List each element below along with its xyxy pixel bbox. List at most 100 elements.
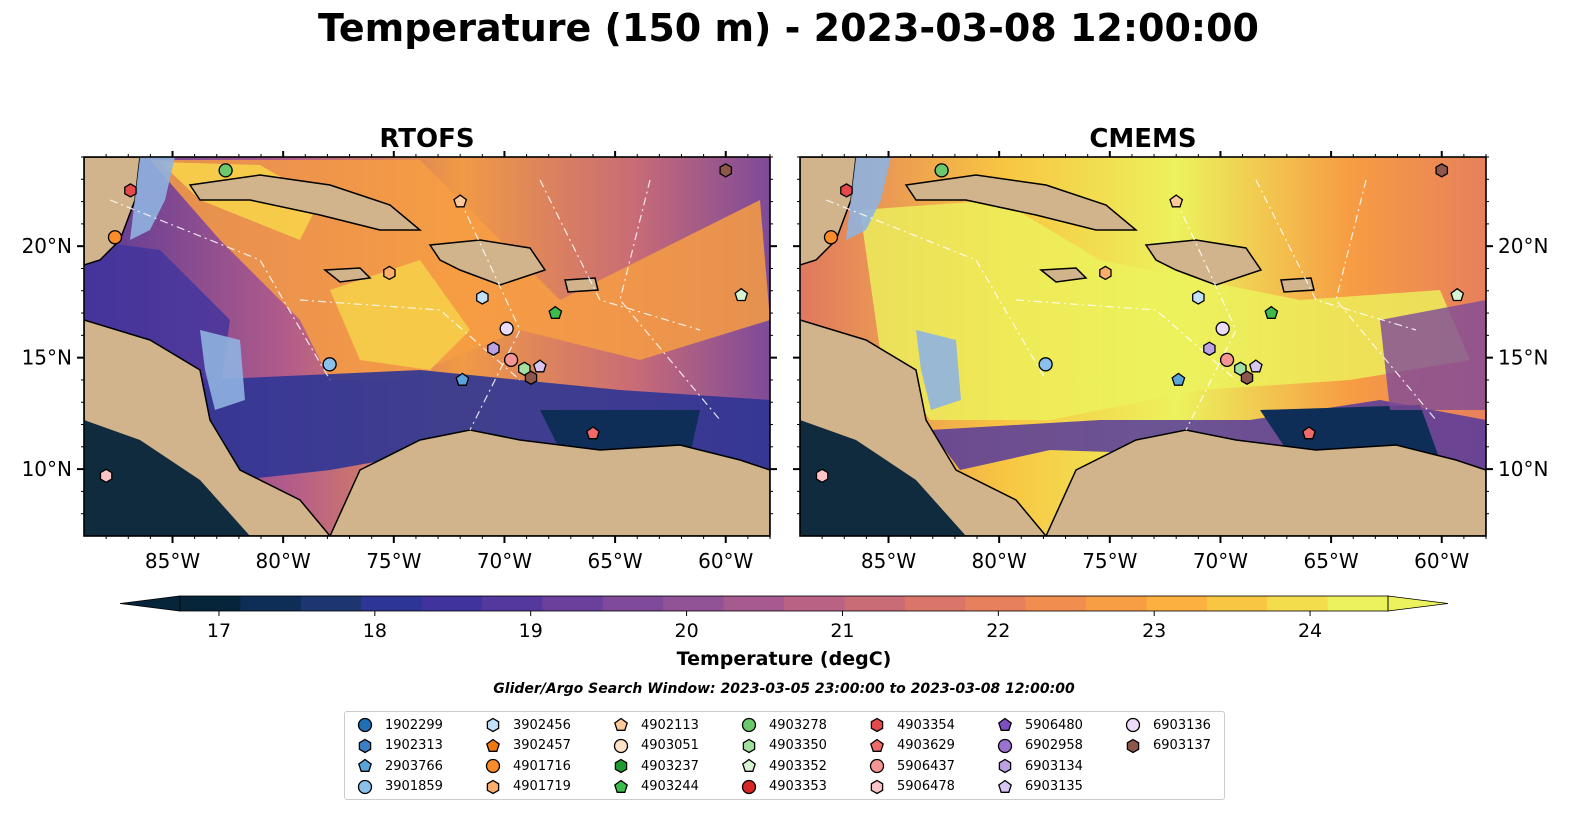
- xtick-label: 70°W: [477, 549, 532, 573]
- legend-label: 4903352: [769, 758, 827, 774]
- colorbar-segment: [602, 596, 664, 611]
- legend-item: 6902958: [995, 737, 1083, 755]
- legend-label: 1902313: [385, 738, 443, 753]
- colorbar-segment: [361, 596, 423, 611]
- colorbar-segment: [482, 596, 543, 611]
- xtick-label: 60°W: [1414, 549, 1469, 573]
- station-3902456: [476, 290, 489, 305]
- legend-item: 4903354: [867, 716, 955, 734]
- station-4903278: [218, 163, 233, 178]
- legend-item: 5906478: [867, 778, 955, 796]
- station-4901719: [383, 265, 396, 281]
- legend-label: 5906478: [897, 779, 955, 794]
- colorbar-segment: [844, 596, 906, 611]
- warm-band-cmems: [860, 200, 1470, 420]
- panel-cmems: CMEMS 85°W 80: [793, 124, 1548, 573]
- legend-marker: [614, 758, 628, 774]
- colorbar-segment: [904, 596, 966, 611]
- colorbar-segment: [180, 596, 241, 611]
- colorbar-segment: [663, 596, 725, 611]
- legend-label: 1902299: [385, 717, 443, 733]
- legend-label: 4903350: [769, 738, 827, 753]
- xtick-label: 85°W: [861, 549, 916, 573]
- land-south-america-cmems: [1045, 429, 1486, 536]
- station-5906437: [1219, 352, 1235, 368]
- yticks-cmems: 10°N 15°N 20°N: [793, 156, 1548, 515]
- legend-marker: [1126, 738, 1140, 753]
- legend-item: 4903244: [611, 778, 699, 796]
- station-4902113: [1169, 194, 1184, 208]
- panel-rtofs: RTOFS: [22, 124, 777, 573]
- legend-marker: [614, 779, 628, 793]
- circle-marker-icon: [741, 779, 757, 794]
- axes-frame-rtofs: [83, 156, 771, 537]
- land-south-america-rtofs: [329, 429, 770, 536]
- colorbar-tick-label: 17: [207, 620, 231, 642]
- land-jamaica-rtofs: [323, 267, 372, 283]
- station-6903135: [1248, 359, 1263, 373]
- land-cuba-rtofs: [188, 174, 423, 231]
- legend-item: 4903629: [867, 737, 955, 755]
- legend-item: 4903350: [739, 737, 827, 755]
- legend-item: 5906480: [995, 716, 1083, 734]
- warm-patch-rtofs: [330, 260, 470, 370]
- pentagon-marker-icon: [614, 779, 628, 793]
- station-3901859: [1038, 357, 1053, 372]
- colorbar-segment: [1025, 596, 1087, 611]
- legend-item: 2903766: [355, 757, 443, 775]
- colorbar-tick-label: 23: [1142, 620, 1166, 642]
- xticks-rtofs: 85°W 80°W 75°W 70°W 65°W 60°W: [105, 151, 771, 573]
- legend-label: 6903135: [1025, 779, 1083, 794]
- legend-label: 4903051: [641, 738, 699, 753]
- legend-marker: [486, 717, 500, 733]
- colorbar-segment: [1327, 596, 1389, 611]
- station-4903352: [734, 287, 749, 302]
- circle-marker-icon: [357, 717, 373, 733]
- legend-label: 4903278: [769, 717, 827, 733]
- legend-item: 4903051: [611, 737, 699, 755]
- station-4903352: [1450, 287, 1465, 302]
- hexagon-marker-icon: [742, 738, 756, 753]
- panel-title-cmems: CMEMS: [1089, 124, 1196, 154]
- xtick-label: 60°W: [698, 549, 753, 573]
- legend-label: 4903353: [769, 779, 827, 794]
- legend-item: 6903137: [1123, 737, 1211, 755]
- legend-marker: [869, 758, 885, 774]
- ytick-label: 10°N: [1498, 457, 1548, 481]
- legend-label: 4901716: [513, 758, 571, 774]
- legend-item: 5906437: [867, 757, 955, 775]
- legend-label: 4902113: [641, 717, 699, 733]
- station-6903137: [524, 370, 538, 385]
- colorbar-tick-label: 22: [986, 620, 1010, 642]
- legend-marker: [742, 738, 756, 753]
- land-cuba-cmems: [904, 174, 1139, 231]
- circle-marker-icon: [869, 758, 885, 774]
- colorbar-tick-label: 18: [363, 620, 387, 642]
- colorbar-extend-high: [1387, 595, 1449, 612]
- station-2903766: [455, 372, 470, 386]
- station-4903354: [124, 183, 137, 198]
- colorbar-extend-low: [119, 595, 181, 612]
- pentagon-marker-icon: [742, 758, 756, 772]
- station-6903134: [487, 341, 500, 356]
- station-6903136: [499, 321, 514, 336]
- ytick-label: 20°N: [22, 234, 72, 258]
- station-4903278: [934, 163, 949, 178]
- legend-marker: [742, 758, 756, 772]
- pacific-deep-cmems: [800, 420, 966, 536]
- xtick-label: 75°W: [1082, 549, 1137, 573]
- coldest-patch-rtofs: [540, 410, 700, 455]
- station-6903135: [532, 359, 547, 373]
- land-hispaniola-cmems: [1144, 239, 1263, 286]
- legend-marker: [485, 758, 501, 774]
- legend-label: 4903629: [897, 738, 955, 753]
- colorbar-tick-label: 24: [1298, 620, 1322, 642]
- station-4903350: [1234, 361, 1247, 377]
- xticks-cmems: 85°W 80°W 75°W 70°W 65°W 60°W: [821, 151, 1487, 573]
- station-4903244: [1264, 305, 1279, 319]
- hexagon-marker-icon: [998, 758, 1012, 774]
- station-5906478: [99, 468, 113, 484]
- ytick-label: 15°N: [22, 346, 72, 370]
- hexagon-marker-icon: [358, 738, 372, 753]
- hexagon-marker-icon: [870, 717, 884, 733]
